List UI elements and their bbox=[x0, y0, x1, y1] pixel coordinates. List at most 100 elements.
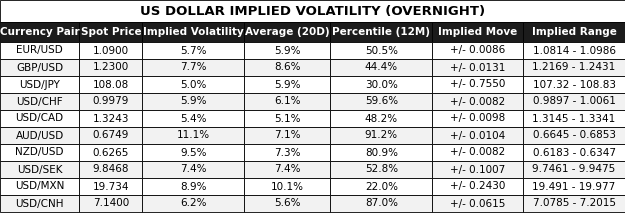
Text: 5.9%: 5.9% bbox=[274, 79, 301, 89]
Text: USD/CAD: USD/CAD bbox=[16, 113, 64, 123]
Bar bbox=[244, 22, 331, 42]
Text: Currency Pair: Currency Pair bbox=[0, 27, 79, 37]
Bar bbox=[0, 22, 79, 42]
Text: 0.6645 - 0.6853: 0.6645 - 0.6853 bbox=[532, 130, 616, 140]
Text: +/- 0.0098: +/- 0.0098 bbox=[450, 113, 506, 123]
Bar bbox=[0, 144, 79, 161]
Text: 50.5%: 50.5% bbox=[365, 46, 398, 56]
Bar bbox=[331, 144, 432, 161]
Text: 108.08: 108.08 bbox=[92, 79, 129, 89]
Text: 7.1400: 7.1400 bbox=[92, 199, 129, 209]
Bar bbox=[331, 178, 432, 195]
Text: 5.7%: 5.7% bbox=[180, 46, 207, 56]
Bar bbox=[79, 93, 142, 110]
Bar bbox=[523, 22, 625, 42]
Bar bbox=[432, 22, 523, 42]
Bar bbox=[331, 110, 432, 127]
Text: 9.7461 - 9.9475: 9.7461 - 9.9475 bbox=[532, 164, 616, 174]
Bar bbox=[432, 110, 523, 127]
Bar bbox=[142, 195, 244, 212]
Text: 1.0900: 1.0900 bbox=[92, 46, 129, 56]
Text: 9.8468: 9.8468 bbox=[92, 164, 129, 174]
Bar bbox=[0, 42, 79, 59]
Text: 5.0%: 5.0% bbox=[180, 79, 207, 89]
Text: 5.1%: 5.1% bbox=[274, 113, 301, 123]
Bar bbox=[331, 195, 432, 212]
Bar bbox=[142, 110, 244, 127]
Bar bbox=[331, 127, 432, 144]
Text: 48.2%: 48.2% bbox=[365, 113, 398, 123]
Bar bbox=[432, 161, 523, 178]
Text: +/- 0.0615: +/- 0.0615 bbox=[450, 199, 506, 209]
Bar bbox=[244, 93, 331, 110]
Bar bbox=[523, 76, 625, 93]
Bar bbox=[142, 93, 244, 110]
Bar bbox=[432, 178, 523, 195]
Bar bbox=[523, 195, 625, 212]
Text: +/- 0.0104: +/- 0.0104 bbox=[450, 130, 506, 140]
Bar bbox=[523, 42, 625, 59]
Text: USD/CNH: USD/CNH bbox=[16, 199, 64, 209]
Text: 0.6265: 0.6265 bbox=[92, 148, 129, 158]
Bar bbox=[142, 59, 244, 76]
Text: 107.32 - 108.83: 107.32 - 108.83 bbox=[532, 79, 616, 89]
Bar bbox=[331, 161, 432, 178]
Bar bbox=[331, 59, 432, 76]
Text: 44.4%: 44.4% bbox=[365, 62, 398, 72]
Text: 6.1%: 6.1% bbox=[274, 97, 301, 107]
Text: 19.491 - 19.977: 19.491 - 19.977 bbox=[532, 181, 616, 191]
Text: +/- 0.0131: +/- 0.0131 bbox=[450, 62, 506, 72]
Text: 1.3243: 1.3243 bbox=[92, 113, 129, 123]
Text: 0.6749: 0.6749 bbox=[92, 130, 129, 140]
Bar bbox=[0, 127, 79, 144]
Text: +/- 0.1007: +/- 0.1007 bbox=[450, 164, 506, 174]
Bar bbox=[79, 178, 142, 195]
Text: 59.6%: 59.6% bbox=[365, 97, 398, 107]
Text: 19.734: 19.734 bbox=[92, 181, 129, 191]
Bar bbox=[244, 161, 331, 178]
Bar bbox=[79, 144, 142, 161]
Bar bbox=[0, 161, 79, 178]
Bar bbox=[432, 195, 523, 212]
Bar bbox=[142, 144, 244, 161]
Bar bbox=[523, 59, 625, 76]
Text: 5.4%: 5.4% bbox=[180, 113, 207, 123]
Bar bbox=[0, 93, 79, 110]
Text: 7.3%: 7.3% bbox=[274, 148, 301, 158]
Text: 5.6%: 5.6% bbox=[274, 199, 301, 209]
Text: Spot Price: Spot Price bbox=[81, 27, 141, 37]
Text: +/- 0.7550: +/- 0.7550 bbox=[450, 79, 506, 89]
Text: 52.8%: 52.8% bbox=[365, 164, 398, 174]
Text: EUR/USD: EUR/USD bbox=[16, 46, 63, 56]
Bar bbox=[523, 178, 625, 195]
Bar bbox=[244, 144, 331, 161]
Text: USD/CHF: USD/CHF bbox=[16, 97, 63, 107]
Text: +/- 0.2430: +/- 0.2430 bbox=[450, 181, 506, 191]
Bar bbox=[244, 42, 331, 59]
Bar bbox=[331, 42, 432, 59]
Text: Implied Move: Implied Move bbox=[438, 27, 518, 37]
Bar bbox=[523, 93, 625, 110]
Bar bbox=[523, 144, 625, 161]
Bar bbox=[79, 110, 142, 127]
Text: 87.0%: 87.0% bbox=[365, 199, 398, 209]
Text: 1.2300: 1.2300 bbox=[92, 62, 129, 72]
Bar bbox=[142, 42, 244, 59]
Bar bbox=[244, 195, 331, 212]
Text: 7.1%: 7.1% bbox=[274, 130, 301, 140]
Bar bbox=[142, 22, 244, 42]
Bar bbox=[523, 161, 625, 178]
Bar bbox=[0, 195, 79, 212]
Text: Percentile (12M): Percentile (12M) bbox=[332, 27, 431, 37]
Text: NZD/USD: NZD/USD bbox=[16, 148, 64, 158]
Text: 0.9897 - 1.0061: 0.9897 - 1.0061 bbox=[532, 97, 616, 107]
Bar bbox=[79, 42, 142, 59]
Text: 0.6183 - 0.6347: 0.6183 - 0.6347 bbox=[532, 148, 616, 158]
Bar bbox=[331, 22, 432, 42]
Bar bbox=[523, 127, 625, 144]
Text: 7.4%: 7.4% bbox=[274, 164, 301, 174]
Text: 9.5%: 9.5% bbox=[180, 148, 207, 158]
Text: 1.2169 - 1.2431: 1.2169 - 1.2431 bbox=[532, 62, 616, 72]
Text: 22.0%: 22.0% bbox=[365, 181, 398, 191]
Bar bbox=[244, 59, 331, 76]
